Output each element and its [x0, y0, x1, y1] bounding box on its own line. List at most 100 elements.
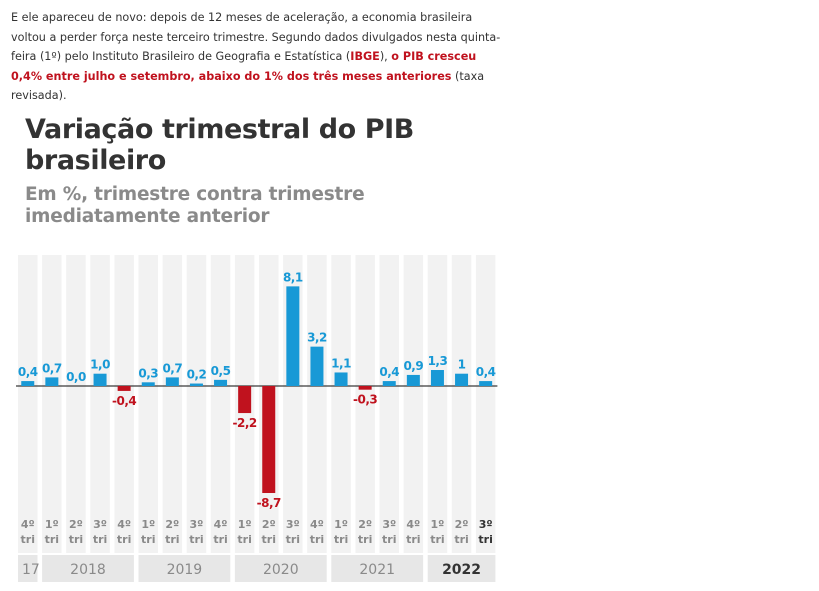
value-label: 0,4: [379, 365, 399, 379]
quarter-tick-label-suffix: tri: [262, 533, 276, 546]
value-label: 0,9: [403, 359, 423, 373]
value-label: -8,7: [257, 496, 281, 510]
year-band: [138, 555, 231, 582]
quarter-tick-label: 4º: [406, 518, 420, 531]
value-label: 0,4: [18, 365, 38, 379]
quarter-tick-label-suffix: tri: [358, 533, 372, 546]
year-band: [18, 555, 38, 582]
ibge-highlight: IBGE: [350, 50, 380, 63]
quarter-tick-label: 4º: [117, 518, 131, 531]
quarter-tick-label: 3º: [190, 518, 204, 531]
quarter-tick-label: 1º: [141, 518, 155, 531]
quarter-tick-label: 2º: [455, 518, 469, 531]
column-background: [355, 255, 375, 553]
bar: [262, 386, 276, 494]
bar: [165, 377, 179, 386]
quarter-tick-label: 1º: [431, 518, 445, 531]
bar: [214, 379, 228, 386]
quarter-tick-label-suffix: tri: [286, 533, 300, 546]
year-band: [427, 555, 496, 582]
column-background: [210, 255, 231, 553]
quarter-tick-label: 3º: [286, 518, 300, 531]
year-label: 2018: [70, 562, 106, 578]
year-label: 2020: [263, 562, 299, 578]
column-background: [90, 255, 110, 553]
column-background: [379, 255, 399, 553]
quarter-tick-label: 4º: [310, 518, 324, 531]
quarter-tick-label-suffix: tri: [430, 533, 444, 546]
bar: [479, 381, 493, 386]
value-label: 0,2: [187, 368, 207, 382]
year-label: 2019: [167, 562, 203, 578]
year-label: 17: [22, 562, 40, 578]
year-labels: 17 2018 2019 2020 2021 2022: [18, 555, 496, 582]
quarter-tick-label-suffix: tri: [69, 533, 83, 546]
quarter-tick-label-suffix: tri: [117, 533, 131, 546]
quarter-tick-label: 3º: [93, 518, 107, 531]
column-background: [42, 255, 62, 553]
value-label: 0,7: [42, 361, 62, 375]
bar: [382, 381, 396, 386]
bar: [21, 381, 35, 386]
quarter-tick-label-suffix: tri: [21, 533, 35, 546]
quarter-tick-label-suffix: tri: [189, 533, 203, 546]
bar: [455, 373, 469, 386]
bar: [141, 382, 155, 386]
column-background: [162, 255, 183, 553]
chart-title: Variação trimestral do PIB brasileiro: [25, 114, 414, 176]
bar: [430, 370, 444, 386]
value-label: 3,2: [307, 331, 327, 345]
quarter-tick-label: 3º: [479, 518, 493, 531]
bar: [406, 374, 420, 386]
value-label: -0,3: [353, 393, 377, 407]
article-text-part3: (taxa revisada).: [11, 69, 485, 103]
bar: [93, 373, 107, 386]
bar: [286, 286, 300, 386]
quarter-tick-label-suffix: tri: [237, 533, 251, 546]
column-background: [427, 255, 448, 553]
value-label: -2,2: [233, 416, 257, 430]
quarter-tick-label-suffix: tri: [45, 533, 59, 546]
value-label: 0,5: [211, 364, 231, 378]
column-background: [186, 255, 207, 553]
quarter-tick-label: 2º: [69, 518, 83, 531]
quarter-tick-label-suffix: tri: [165, 533, 179, 546]
bar: [45, 377, 59, 386]
quarter-tick-label-suffix: tri: [93, 533, 107, 546]
quarter-tick-label-suffix: tri: [478, 533, 492, 546]
bar: [310, 346, 324, 386]
bar: [334, 372, 348, 386]
column-background: [307, 255, 327, 553]
quarter-tick-label: 1º: [238, 518, 252, 531]
year-band: [331, 555, 424, 582]
column-background: [403, 255, 424, 553]
column-background: [66, 255, 86, 553]
bar: [238, 386, 252, 414]
value-label: 1,3: [428, 354, 448, 368]
column-background: [475, 255, 496, 553]
quarter-tick-label: 2º: [358, 518, 372, 531]
quarter-tick-label-suffix: tri: [406, 533, 420, 546]
value-label: -0,4: [112, 394, 136, 408]
quarter-tick-labels: 4º tri 1º tri 2º tri 3º tri 4º tri 1º tri 2º tri 3º tri…: [21, 518, 493, 546]
value-label: 0,4: [476, 365, 496, 379]
value-label: 0,7: [162, 361, 182, 375]
quarter-tick-label: 3º: [382, 518, 396, 531]
value-labels: 0,4 0,7 0,0 1,0 -0,40,3 0,7 0,2 0,5 -2,2 -8,7 8,1 3…: [18, 270, 496, 510]
quarter-tick-label-suffix: tri: [213, 533, 227, 546]
bar: [117, 386, 131, 391]
year-label: 2021: [359, 562, 395, 578]
year-band: [42, 555, 134, 582]
quarter-tick-label-suffix: tri: [382, 533, 396, 546]
quarter-tick-label: 2º: [262, 518, 276, 531]
value-label: 0,0: [66, 370, 86, 384]
chart-subtitle: Em %, trimestre contra trimestre imediat…: [25, 184, 365, 227]
column-background: [451, 255, 472, 553]
year-label: 2022: [442, 562, 481, 578]
column-background: [18, 255, 38, 553]
quarter-tick-label: 4º: [214, 518, 228, 531]
column-background: [331, 255, 351, 553]
value-label: 1,1: [331, 356, 351, 370]
value-label: 8,1: [283, 270, 303, 284]
